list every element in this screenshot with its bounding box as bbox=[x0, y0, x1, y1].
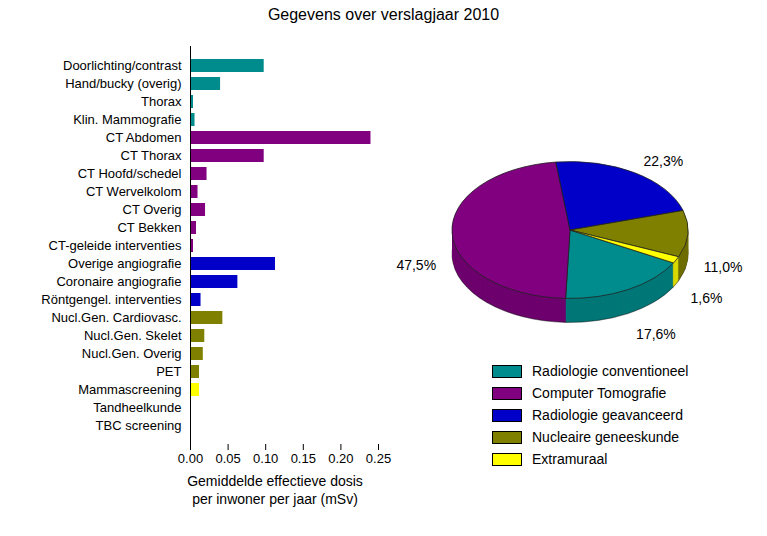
svg-text:TBC screening: TBC screening bbox=[96, 418, 182, 433]
svg-text:47,5%: 47,5% bbox=[396, 257, 436, 273]
svg-text:17,6%: 17,6% bbox=[636, 326, 676, 342]
svg-text:CT Hoofd/schedel: CT Hoofd/schedel bbox=[78, 166, 182, 181]
html-text:Nucleaire geneeskunde: Nucleaire geneeskunde bbox=[532, 429, 680, 445]
svg-text:0.25: 0.25 bbox=[366, 451, 391, 466]
svg-text:Mammascreening: Mammascreening bbox=[78, 382, 181, 397]
svg-text:0.00: 0.00 bbox=[178, 451, 203, 466]
html-text:Radiologie conventioneel: Radiologie conventioneel bbox=[532, 363, 689, 379]
svg-text:Nucl.Gen. Skelet: Nucl.Gen. Skelet bbox=[84, 328, 182, 343]
svg-text:0.10: 0.10 bbox=[253, 451, 278, 466]
svg-text:PET: PET bbox=[156, 364, 181, 379]
html-text:Computer Tomografie: Computer Tomografie bbox=[532, 385, 667, 401]
svg-text:CT Wervelkolom: CT Wervelkolom bbox=[86, 184, 182, 199]
svg-text:Tandheelkunde: Tandheelkunde bbox=[93, 400, 181, 415]
svg-text:CT Thorax: CT Thorax bbox=[121, 148, 182, 163]
svg-text:Hand/bucky (overig): Hand/bucky (overig) bbox=[65, 76, 181, 91]
svg-text:1,6%: 1,6% bbox=[691, 290, 723, 306]
html-text:Radiologie geavanceerd: Radiologie geavanceerd bbox=[532, 407, 683, 423]
svg-text:0.05: 0.05 bbox=[215, 451, 240, 466]
svg-text:Overige angiografie: Overige angiografie bbox=[68, 256, 181, 271]
svg-text:Nucl.Gen. Overig: Nucl.Gen. Overig bbox=[82, 346, 182, 361]
svg-text:Klin. Mammografie: Klin. Mammografie bbox=[73, 112, 181, 127]
svg-text:Nucl.Gen. Cardiovasc.: Nucl.Gen. Cardiovasc. bbox=[51, 310, 181, 325]
svg-text:CT Abdomen: CT Abdomen bbox=[106, 130, 182, 145]
html-text:Gegevens over verslagjaar 2010: Gegevens over verslagjaar 2010 bbox=[267, 6, 500, 23]
svg-text:0.20: 0.20 bbox=[328, 451, 353, 466]
svg-text:CT-geleide interventies: CT-geleide interventies bbox=[49, 238, 182, 253]
svg-text:CT Bekken: CT Bekken bbox=[117, 220, 181, 235]
svg-text:Coronaire angiografie: Coronaire angiografie bbox=[56, 274, 181, 289]
html-text:Extramuraal: Extramuraal bbox=[532, 451, 608, 467]
svg-text:Doorlichting/contrast: Doorlichting/contrast bbox=[63, 58, 182, 73]
svg-text:22,3%: 22,3% bbox=[643, 153, 683, 169]
svg-text:Thorax: Thorax bbox=[141, 94, 182, 109]
html-text:Gemiddelde effectieve dosis pe: Gemiddelde effectieve dosis per inwoner … bbox=[187, 473, 363, 507]
svg-text:0.15: 0.15 bbox=[291, 451, 316, 466]
svg-text:Röntgengel. interventies: Röntgengel. interventies bbox=[41, 292, 182, 307]
svg-text:CT Overig: CT Overig bbox=[123, 202, 182, 217]
svg-text:11,0%: 11,0% bbox=[704, 259, 743, 275]
